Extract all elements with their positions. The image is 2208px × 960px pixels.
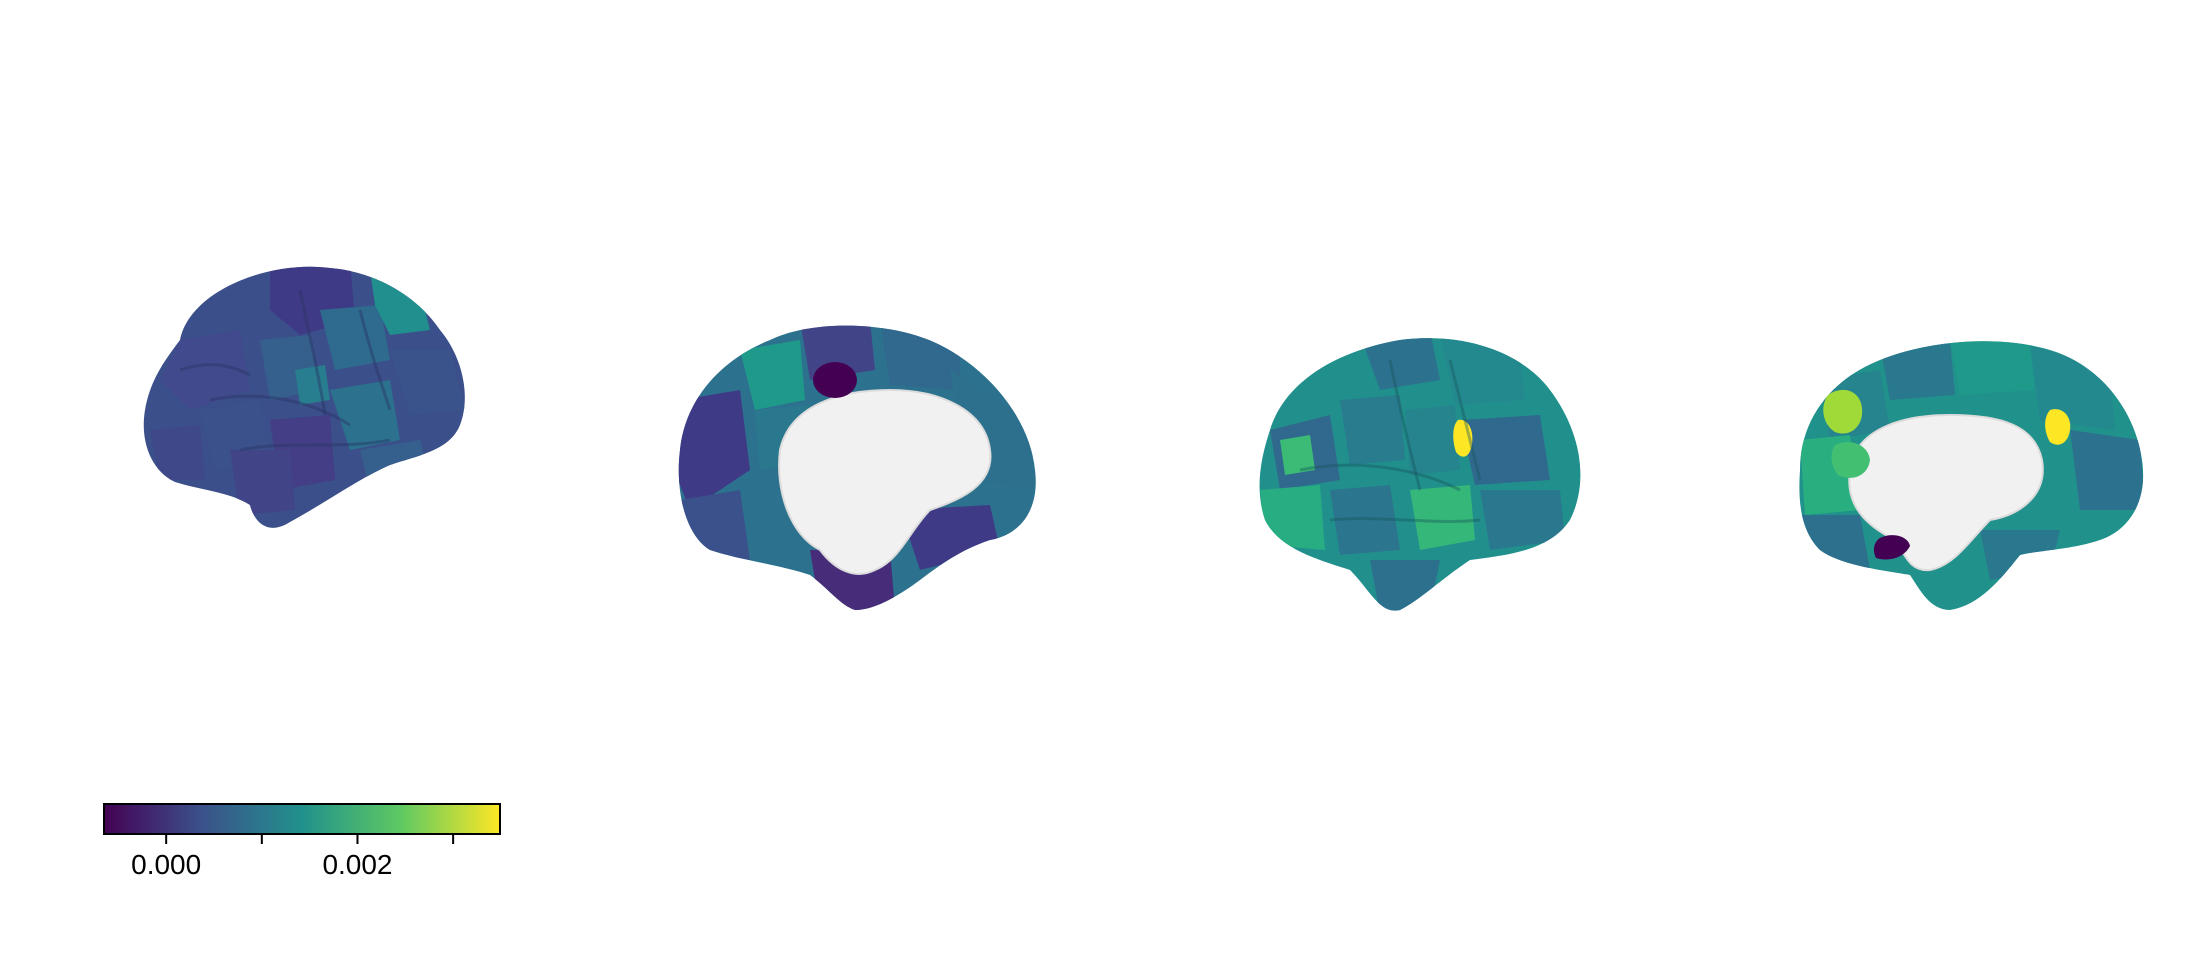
yellow-parcel-medial [2045,409,2071,445]
yellow-parcel [1453,419,1473,457]
dark-parcel-right [1873,535,1910,560]
colorbar-tick-label: 0.000 [131,849,201,880]
left-lateral-brain [143,266,465,528]
right-lateral-surface [1259,338,1581,611]
colorbar-ticks: 0.000 0.002 [131,834,455,880]
left-lateral-sulci [179,289,392,452]
right-lateral-sulci [1299,359,1482,523]
colorbar-tick-label: 0.002 [322,849,392,880]
light-green-parcel [1823,389,1863,434]
colorbar: 0.000 0.002 [103,803,501,880]
left-lateral-surface [143,266,465,528]
colorbar-gradient [103,803,501,835]
right-medial-brain [1799,341,2144,611]
green-parcel-medial [1831,442,1870,478]
medial-wall [778,388,992,575]
dark-parcel [813,362,857,398]
left-medial-brain [678,325,1036,610]
right-lateral-brain [1259,338,1581,611]
